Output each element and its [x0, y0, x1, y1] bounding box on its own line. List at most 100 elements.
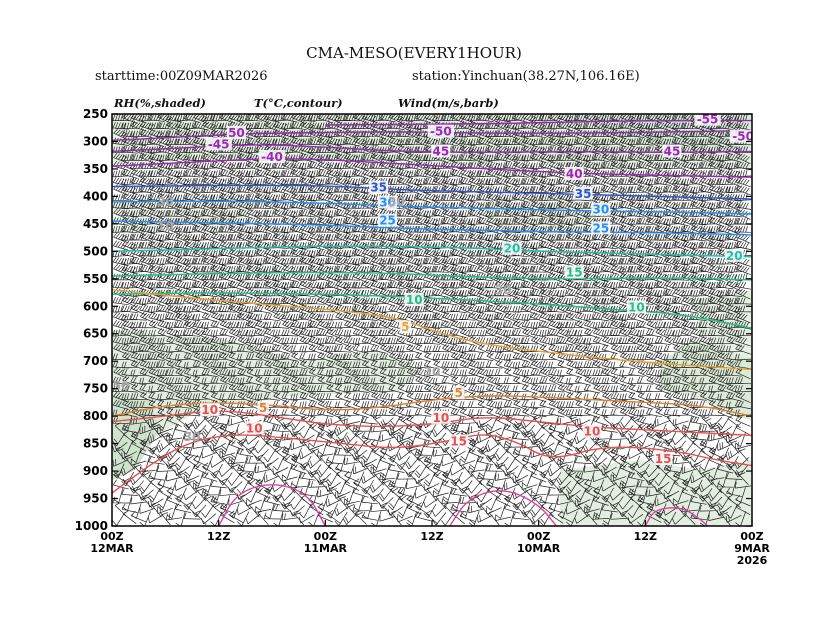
temperature-contour-label-bg	[502, 241, 522, 255]
temperature-contour-label: 10	[433, 411, 450, 425]
temperature-contour-label: -55	[697, 113, 719, 127]
temperature-contour-line	[112, 200, 752, 215]
temperature-contour-line	[112, 410, 752, 437]
y-tick-label: 300	[83, 134, 108, 148]
temperature-contour-line	[112, 271, 752, 281]
y-tick-label: 450	[83, 217, 108, 231]
temperature-contour-label-bg	[200, 403, 220, 417]
y-tick-label: 800	[83, 409, 108, 423]
temperature-contour-label-bg	[431, 144, 451, 158]
x-tick-label: 12Z	[207, 530, 230, 543]
temperature-contour-label: 10	[628, 300, 645, 314]
y-tick-label: 500	[83, 244, 108, 258]
temperature-contour-label: 15	[566, 265, 583, 279]
temperature-contour-label: 20	[726, 249, 743, 263]
temperature-contour-label: 45	[664, 144, 681, 158]
temperature-contour-label: 5	[401, 320, 409, 334]
x-tick-label: 12MAR	[90, 542, 134, 555]
y-tick-label: 250	[83, 107, 108, 121]
temperature-contour-label-bg	[591, 202, 611, 216]
temperature-contour-line	[112, 129, 752, 142]
x-tick-label: 9MAR	[734, 542, 770, 555]
rh-contour-label: 30	[157, 195, 174, 209]
temperature-contour-label: 35	[370, 181, 387, 195]
x-tick-label: 11MAR	[304, 542, 348, 555]
temperature-contour-line	[644, 507, 709, 526]
temperature-contour-label-bg	[653, 452, 673, 466]
y-axis: 2503003504004505005506006507007508008509…	[75, 107, 752, 533]
temperature-contour-label-bg	[258, 149, 286, 163]
temperature-contour-label-bg	[205, 137, 232, 151]
y-tick-label: 350	[83, 162, 108, 176]
temperature-contour-line	[112, 220, 752, 236]
temperature-contour-label-bg	[591, 221, 611, 235]
y-tick-label: 400	[83, 189, 108, 203]
temperature-contour-line	[112, 158, 752, 178]
y-tick-label: 950	[83, 492, 108, 506]
temperature-contour-label: 5	[454, 386, 462, 400]
x-tick-label: 12Z	[634, 530, 657, 543]
temperature-contour-line	[218, 484, 326, 526]
y-tick-label: 650	[83, 327, 108, 341]
rh-contour-label: 30	[184, 430, 201, 444]
y-tick-label: 700	[83, 354, 108, 368]
temperature-contour-line	[112, 395, 752, 417]
temperature-contour-label: 40	[566, 167, 583, 181]
temperature-contour-label: 15	[450, 435, 467, 449]
temperature-contour-label-bg	[378, 213, 398, 227]
y-tick-label: 850	[83, 437, 108, 451]
wind-legend-label: Wind(m/s,barb)	[398, 96, 499, 110]
x-tick-label: 2026	[737, 554, 768, 567]
y-tick-label: 550	[83, 272, 108, 286]
x-tick-label: 12Z	[420, 530, 443, 543]
temperature-contour-label-bg	[729, 129, 752, 143]
temperature-contour-label-bg	[626, 300, 646, 314]
rh-contour-label: 30	[495, 283, 512, 297]
temperature-contour-label: 45	[433, 144, 450, 158]
temperature-contour-line	[112, 434, 752, 494]
temperature-contour-label: -50	[732, 130, 754, 144]
temperature-contour-label: 10	[584, 425, 601, 439]
temperature-contour-label-bg	[431, 410, 451, 424]
temperature-contour-label-bg	[573, 186, 593, 200]
rh-legend-label: RH(%,shaded)	[113, 96, 206, 110]
rh-contour-label: 50	[113, 379, 130, 393]
temperature-contour-label-bg	[244, 421, 264, 435]
temperature-contour-label-bg	[404, 292, 424, 306]
y-tick-label: 750	[83, 382, 108, 396]
rh-contour-label: 30	[424, 365, 441, 379]
temperature-contour-label: 35	[575, 187, 592, 201]
temperature-contour-line	[449, 490, 557, 526]
y-tick-label: 900	[83, 464, 108, 478]
temperature-contour-label-bg	[582, 424, 602, 438]
temperature-contour-label-bg	[694, 114, 721, 126]
temperature-contour-label-bg	[378, 195, 398, 209]
temperature-contour-label-bg	[564, 265, 584, 279]
temperature-contour-label-bg	[452, 386, 465, 400]
rh-contour-label: 30	[388, 195, 405, 209]
x-tick-label: 00Z	[740, 530, 763, 543]
starttime-label: starttime:00Z09MAR2026	[95, 69, 268, 84]
temperature-contour-label: -45	[208, 137, 230, 151]
x-tick-label: 10MAR	[517, 542, 561, 555]
temperature-contour-label-bg	[399, 320, 412, 334]
temperature-contour-line	[112, 184, 752, 200]
y-tick-label: 600	[83, 299, 108, 313]
temperature-contour-label: 5	[259, 401, 267, 415]
temperature-contour-label: 30	[593, 203, 610, 217]
rh-contour-label: 10	[157, 220, 174, 234]
temperature-contour-label-bg	[226, 125, 246, 139]
temperature-contour-label-bg	[564, 166, 584, 180]
temperature-contour-label-bg	[257, 400, 269, 414]
temperature-contour-label: 10	[246, 421, 263, 435]
temperature-legend-label: T(°C,contour)	[254, 96, 343, 110]
temperature-contour-line	[112, 289, 752, 371]
x-tick-label: 00Z	[527, 530, 550, 543]
temperature-contour-label-bg	[369, 180, 389, 194]
temperature-contour-label: 20	[504, 242, 521, 256]
temperature-contour-label-bg	[449, 434, 469, 448]
temperature-contour-label: -50	[430, 125, 452, 139]
temperature-contour-label: 25	[379, 214, 396, 228]
